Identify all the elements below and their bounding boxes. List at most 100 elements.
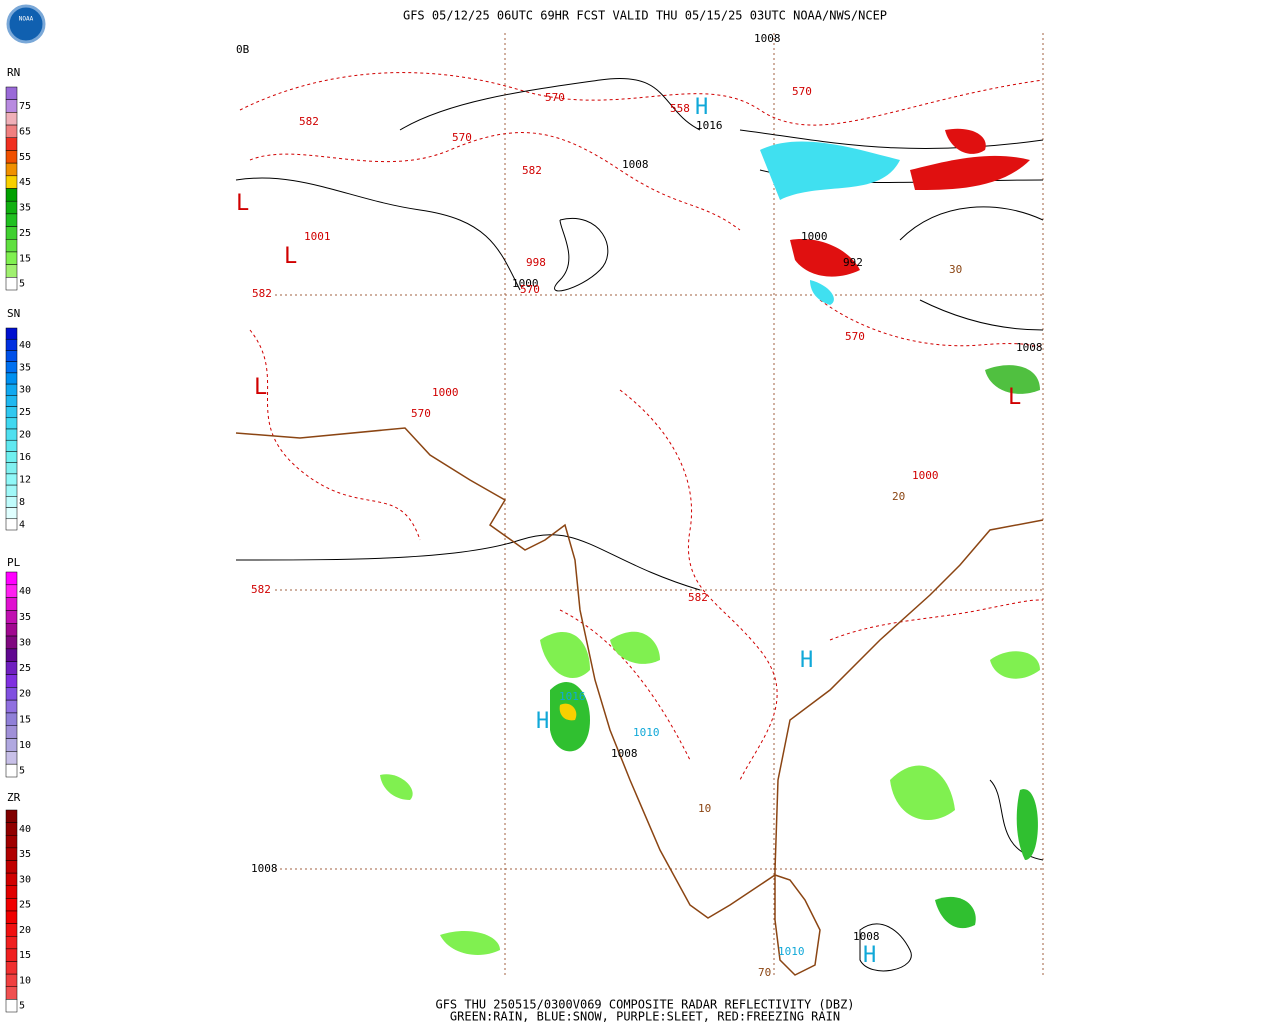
legend-swatch bbox=[5, 623, 18, 637]
isobar bbox=[899, 206, 1044, 241]
rain-area bbox=[890, 765, 955, 820]
legend-swatch bbox=[5, 648, 18, 662]
legend-swatch bbox=[5, 251, 18, 265]
map-label: L bbox=[1008, 385, 1021, 410]
rain-area bbox=[985, 365, 1040, 394]
legend-swatch bbox=[5, 417, 18, 430]
legend-swatch bbox=[5, 635, 18, 650]
legend-swatch bbox=[5, 597, 18, 611]
legend-tick-label: 10 bbox=[19, 740, 31, 751]
isobars bbox=[235, 78, 1044, 972]
legend-tick-label: 20 bbox=[19, 689, 31, 700]
map-label: 582 bbox=[688, 591, 708, 604]
map-label: 1008 bbox=[611, 747, 638, 760]
map-label: 558 bbox=[670, 102, 690, 115]
precipitation bbox=[380, 128, 1040, 955]
contour bbox=[249, 329, 421, 541]
map-label: 582 bbox=[299, 115, 319, 128]
map-label: 1000 bbox=[512, 277, 539, 290]
snow-area bbox=[760, 141, 900, 200]
legend-tick-label: 45 bbox=[19, 177, 31, 188]
legend-tick-label: 5 bbox=[19, 766, 25, 777]
legend-swatch bbox=[5, 439, 18, 452]
legend-swatch bbox=[5, 473, 18, 486]
legend-swatch bbox=[5, 661, 18, 675]
legend-tick-label: 25 bbox=[19, 663, 31, 674]
legend-swatch bbox=[5, 910, 18, 924]
legend-swatch bbox=[5, 738, 18, 752]
legend-swatch bbox=[5, 264, 18, 278]
legend-swatch bbox=[5, 338, 18, 351]
rain-area bbox=[610, 631, 660, 664]
legend-swatch bbox=[5, 428, 18, 441]
legend-tick-label: 40 bbox=[19, 340, 31, 351]
legend-swatch bbox=[5, 712, 18, 726]
legend-swatch bbox=[5, 860, 18, 874]
legend-swatch bbox=[5, 175, 18, 189]
legend-title: PL bbox=[7, 556, 21, 569]
legend-swatch bbox=[5, 999, 18, 1013]
legend-swatch bbox=[5, 86, 18, 100]
legend-tick-label: 30 bbox=[19, 637, 31, 648]
isobar bbox=[739, 129, 1044, 150]
map-label: 582 bbox=[522, 164, 542, 177]
legend-title: RN bbox=[7, 66, 20, 79]
legend-swatch bbox=[5, 948, 18, 962]
map-label: 1000 bbox=[432, 386, 459, 399]
rain-area bbox=[990, 651, 1040, 679]
legend-tick-label: 35 bbox=[19, 203, 31, 214]
legend-tick-label: 10 bbox=[19, 975, 31, 986]
legend-swatch bbox=[5, 610, 18, 624]
map-label: 582 bbox=[251, 583, 271, 596]
legend-swatch bbox=[5, 406, 18, 419]
legend-tick-label: 8 bbox=[19, 497, 25, 508]
legend-swatch bbox=[5, 277, 18, 291]
legend-tick-label: 25 bbox=[19, 228, 31, 239]
map-label: 70 bbox=[758, 966, 771, 979]
graticule bbox=[275, 33, 1044, 978]
legend-swatch bbox=[5, 383, 18, 396]
map-label: H bbox=[536, 709, 549, 734]
contour bbox=[619, 389, 778, 781]
legend-swatch bbox=[5, 674, 18, 688]
legend-swatch bbox=[5, 213, 18, 227]
legend-swatch bbox=[5, 571, 18, 586]
map-label: 20 bbox=[892, 490, 905, 503]
legend-tick-label: 65 bbox=[19, 126, 31, 137]
legend-swatch bbox=[5, 973, 18, 987]
map-label: 1001 bbox=[304, 230, 331, 243]
footer-line: GFS THU 250515/0300V069 COMPOSITE RADAR … bbox=[435, 998, 854, 1012]
map-label: 992 bbox=[843, 256, 863, 269]
isobar bbox=[235, 177, 521, 291]
map-label: 570 bbox=[520, 283, 540, 296]
freezing-rain-area bbox=[790, 239, 860, 277]
isobar bbox=[399, 78, 701, 131]
isobar bbox=[235, 534, 701, 591]
legend-swatch bbox=[5, 99, 18, 113]
map-label: 570 bbox=[845, 330, 865, 343]
legend-swatch bbox=[5, 699, 18, 714]
legend-swatch bbox=[5, 835, 18, 849]
map-label: 1010 bbox=[633, 726, 660, 739]
legend-title: SN bbox=[7, 307, 20, 320]
legend-swatch bbox=[5, 327, 18, 340]
map-label: 570 bbox=[545, 91, 565, 104]
map-label: 10 bbox=[698, 802, 711, 815]
legend-swatch bbox=[5, 936, 18, 950]
legend-swatch bbox=[5, 507, 18, 520]
rain-area bbox=[380, 774, 413, 800]
map-label: L bbox=[254, 375, 267, 400]
map-label: 998 bbox=[526, 256, 546, 269]
contour bbox=[249, 132, 741, 231]
contour bbox=[819, 299, 1044, 347]
map-label: 570 bbox=[452, 131, 472, 144]
map-label: L bbox=[284, 244, 297, 269]
logo-text: NOAA bbox=[19, 16, 34, 23]
rain-area bbox=[440, 930, 500, 955]
map-label: 30 bbox=[949, 263, 962, 276]
legend-tick-label: 40 bbox=[19, 824, 31, 835]
legend-tick-label: 5 bbox=[19, 279, 25, 290]
freezing-rain-area bbox=[945, 128, 986, 154]
